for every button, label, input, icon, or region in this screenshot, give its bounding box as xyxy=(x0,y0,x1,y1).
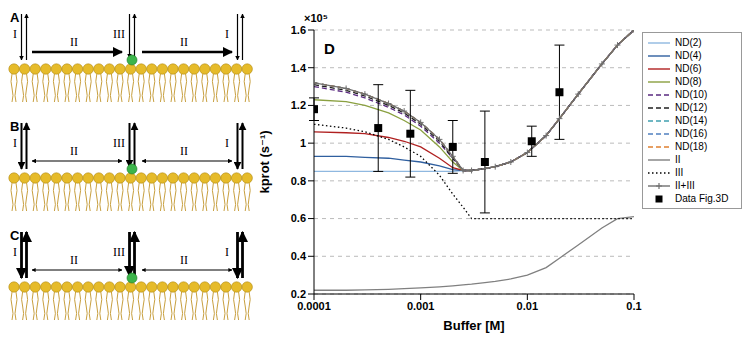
svg-text:1.6: 1.6 xyxy=(291,24,306,36)
svg-text:0.4: 0.4 xyxy=(291,250,307,262)
svg-text:1.2: 1.2 xyxy=(291,99,306,111)
html-text:II+III: II+III xyxy=(675,180,695,191)
svg-text:kprot (s⁻¹): kprot (s⁻¹) xyxy=(258,130,272,193)
svg-text:II: II xyxy=(180,144,188,158)
svg-text:I: I xyxy=(225,136,229,150)
svg-text:0.001: 0.001 xyxy=(407,300,435,312)
svg-text:0.8: 0.8 xyxy=(291,175,306,187)
svg-text:III: III xyxy=(113,27,125,41)
svg-text:II: II xyxy=(70,144,78,158)
html-text:III: III xyxy=(675,167,684,178)
svg-text:I: I xyxy=(225,245,229,259)
svg-text:II: II xyxy=(70,253,78,267)
svg-text:0.6: 0.6 xyxy=(291,212,306,224)
svg-text:I: I xyxy=(13,27,17,41)
html-text:II: II xyxy=(675,154,681,165)
svg-text:B: B xyxy=(10,119,19,134)
svg-text:I: I xyxy=(225,27,229,41)
html-text:ND(10): ND(10) xyxy=(675,89,708,100)
svg-text:III: III xyxy=(113,136,125,150)
svg-text:C: C xyxy=(10,228,20,243)
svg-text:0.0001: 0.0001 xyxy=(297,300,331,312)
html-text:ND(18): ND(18) xyxy=(675,141,708,152)
html-text:ND(14): ND(14) xyxy=(675,115,708,126)
html-text:ND(8): ND(8) xyxy=(675,76,702,87)
svg-text:1: 1 xyxy=(300,137,306,149)
html-text:ND(16): ND(16) xyxy=(675,128,708,139)
svg-text:0.1: 0.1 xyxy=(626,300,641,312)
html-text:ND(12): ND(12) xyxy=(675,102,708,113)
svg-text:I: I xyxy=(13,245,17,259)
svg-text:0.2: 0.2 xyxy=(291,288,306,300)
html-text:×10⁵: ×10⁵ xyxy=(304,12,328,24)
svg-text:II: II xyxy=(180,35,188,49)
svg-text:II: II xyxy=(180,253,188,267)
svg-text:II: II xyxy=(70,35,78,49)
svg-text:Buffer [M]: Buffer [M] xyxy=(443,318,504,333)
svg-text:0.01: 0.01 xyxy=(517,300,538,312)
svg-text:1.4: 1.4 xyxy=(291,62,307,74)
svg-text:A: A xyxy=(10,10,20,25)
html-text:D: D xyxy=(324,40,335,57)
svg-text:III: III xyxy=(113,245,125,259)
html-text:ND(4): ND(4) xyxy=(675,50,702,61)
html-text:ND(6): ND(6) xyxy=(675,63,702,74)
svg-text:I: I xyxy=(13,136,17,150)
html-text:ND(2): ND(2) xyxy=(675,37,702,48)
html-text:Data Fig.3D: Data Fig.3D xyxy=(675,193,729,204)
